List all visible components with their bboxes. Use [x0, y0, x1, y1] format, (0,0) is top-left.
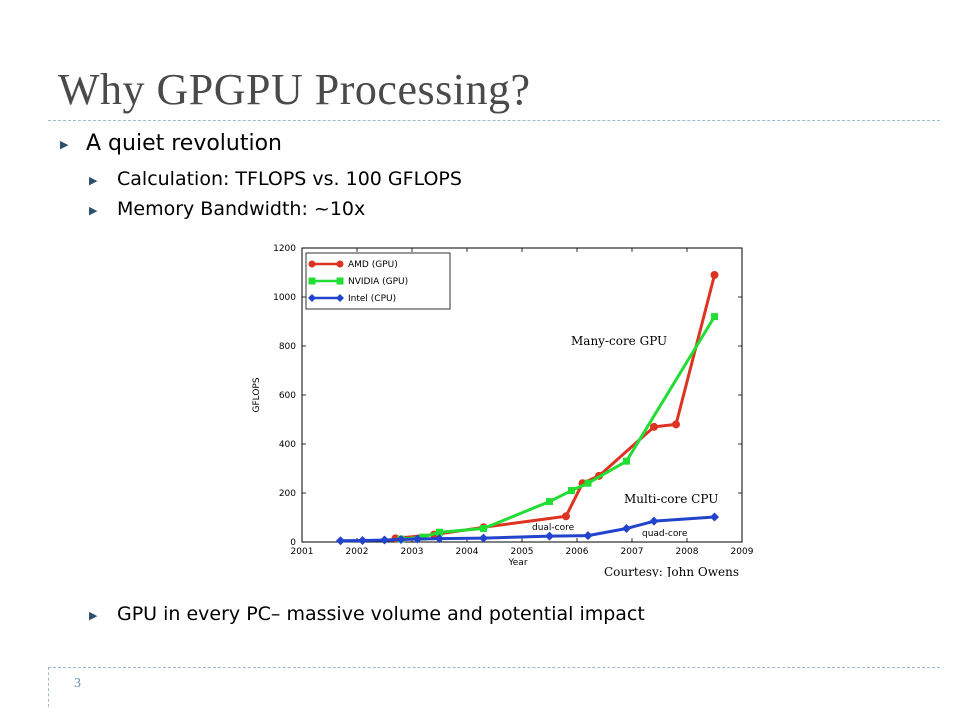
data-point-intel: [649, 516, 659, 526]
bullet-text: Calculation: TFLOPS vs. 100 GFLOPS: [117, 168, 462, 190]
x-tick-label: 2005: [511, 547, 534, 557]
data-point-intel: [413, 534, 422, 544]
data-point-nvidia: [711, 313, 718, 321]
data-point-amd: [562, 512, 570, 521]
data-point-amd: [650, 422, 658, 431]
data-point-nvidia: [568, 487, 575, 495]
x-tick-label: 2001: [291, 547, 314, 557]
x-tick-label: 2004: [456, 547, 479, 557]
y-tick-label: 800: [279, 342, 296, 352]
annotation-many-core-gpu: Many-core GPU: [571, 334, 667, 348]
y-tick-label: 0: [290, 538, 296, 548]
data-point-amd: [672, 420, 680, 429]
legend-marker-intel: [308, 294, 316, 302]
data-point-nvidia: [436, 528, 443, 536]
data-point-nvidia: [584, 479, 592, 487]
x-tick-label: 2003: [401, 547, 424, 557]
data-point-amd: [710, 270, 719, 279]
data-point-intel: [710, 512, 719, 522]
x-tick-label: 2007: [621, 547, 644, 557]
x-tick-label: 2009: [731, 547, 754, 557]
y-axis-label: GFLOPS: [252, 377, 262, 412]
bullet-arrow-icon: ▶: [89, 609, 98, 622]
y-tick-label: 400: [279, 440, 296, 450]
footer-vertical-divider: [48, 667, 49, 707]
legend-marker-amd: [336, 260, 344, 268]
x-tick-label: 2002: [346, 547, 369, 557]
footer-divider: [48, 667, 940, 668]
bullet-arrow-icon: ▶: [60, 138, 69, 151]
x-tick-label: 2006: [566, 547, 589, 557]
data-point-intel: [583, 531, 593, 541]
bullet-text: GPU in every PC– massive volume and pote…: [117, 603, 645, 625]
legend-label-amd: AMD (GPU): [348, 260, 398, 270]
data-point-nvidia: [419, 533, 427, 541]
data-point-intel: [396, 535, 406, 545]
x-tick-label: 2008: [676, 547, 699, 557]
y-tick-label: 1200: [273, 244, 296, 254]
data-point-nvidia: [480, 525, 487, 533]
legend-marker-intel: [336, 294, 344, 302]
title-divider: [48, 120, 940, 121]
annotation-courtesy: Courtesy: John Owens: [604, 565, 739, 577]
legend-marker-nvidia: [308, 277, 316, 285]
data-point-intel: [479, 533, 488, 543]
y-tick-label: 1000: [273, 293, 296, 303]
annotation-multi-core-cpu: Multi-core CPU: [624, 492, 718, 506]
data-point-intel: [545, 531, 554, 541]
y-axis-ticks: 0 200 400 600 800 1000 1200: [273, 244, 742, 548]
data-point-nvidia: [546, 498, 553, 506]
data-point-intel: [380, 535, 389, 545]
bullet-text: Memory Bandwidth: ~10x: [117, 198, 366, 220]
legend-marker-nvidia: [336, 277, 344, 285]
data-point-intel: [435, 534, 444, 544]
data-point-nvidia: [623, 457, 630, 465]
data-point-intel: [358, 536, 367, 546]
legend-marker-amd: [308, 260, 316, 268]
bullet-arrow-icon: ▶: [89, 174, 98, 187]
bullet-arrow-icon: ▶: [89, 204, 98, 217]
data-point-intel: [336, 536, 345, 546]
series-group: [336, 270, 719, 546]
annotation-dual-core: dual-core: [532, 523, 575, 533]
slide-title: Why GPGPU Processing?: [58, 65, 531, 114]
y-tick-label: 600: [279, 391, 296, 401]
page-number: 3: [74, 676, 81, 691]
legend: AMD (GPU) NVIDIA (GPU) Intel (CPU): [305, 252, 451, 310]
bullet-text: A quiet revolution: [86, 131, 282, 156]
data-point-intel: [622, 524, 631, 534]
y-tick-label: 200: [279, 489, 296, 499]
x-axis-label: Year: [507, 558, 527, 568]
legend-label-intel: Intel (CPU): [348, 294, 396, 304]
x-axis-ticks: 2001 2002 2003 2004 2005 2006 2007 2008 2009: [291, 248, 754, 557]
legend-label-nvidia: NVIDIA (GPU): [348, 277, 408, 287]
annotation-quad-core: quad-core: [642, 529, 688, 539]
